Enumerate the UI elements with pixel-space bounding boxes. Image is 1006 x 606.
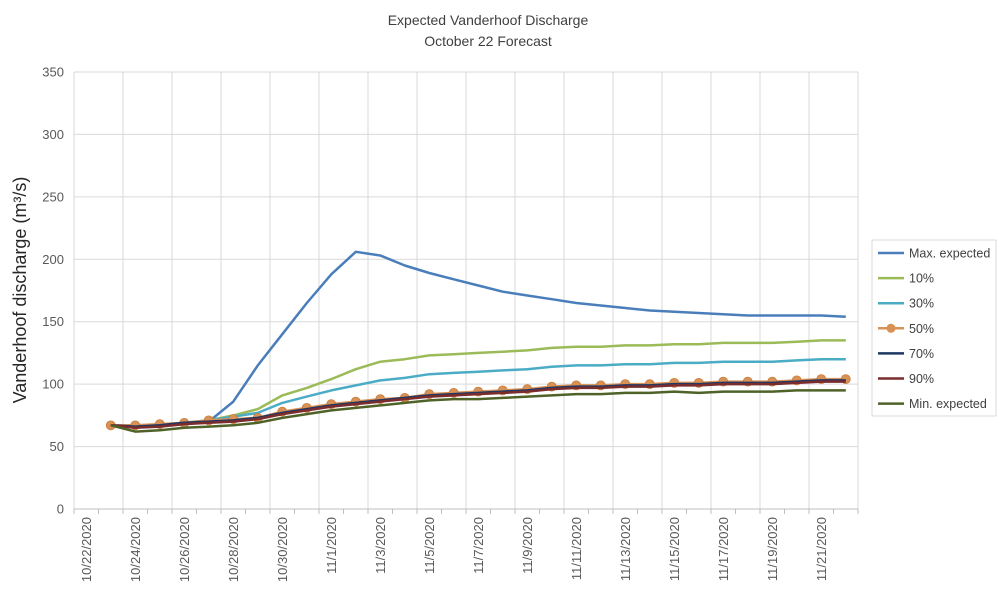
legend-label-max-expected: Max. expected xyxy=(909,247,990,261)
x-tick-label: 11/11/2020 xyxy=(569,517,584,580)
x-tick-label: 11/9/2020 xyxy=(520,517,535,574)
x-tick-label: 11/21/2020 xyxy=(814,517,829,581)
x-tick-label: 11/17/2020 xyxy=(716,517,731,581)
x-tick-label: 10/30/2020 xyxy=(275,517,290,582)
legend-marker-50 xyxy=(886,323,896,333)
legend-label-90: 90% xyxy=(909,372,934,386)
x-tick-label: 11/13/2020 xyxy=(618,517,633,581)
axes: 0 50 100 150 200 250 300 350 10/22/2020 10/24/202… xyxy=(42,65,859,582)
series-line-90 xyxy=(110,380,846,430)
y-tick-label: 200 xyxy=(42,252,64,267)
series-line-min-expected xyxy=(110,389,846,433)
legend-label-min-expected: Min. expected xyxy=(909,397,987,411)
y-tick-label: 300 xyxy=(42,127,64,142)
x-tick-label: 11/7/2020 xyxy=(471,517,486,574)
x-tick-label: 10/24/2020 xyxy=(128,517,143,582)
x-tick-label: 11/5/2020 xyxy=(422,517,437,574)
y-tick-label: 350 xyxy=(42,65,64,80)
y-tick-label: 250 xyxy=(42,189,64,204)
legend-label-50: 50% xyxy=(909,322,934,336)
legend-label-30: 30% xyxy=(909,297,934,311)
y-tick-label: 100 xyxy=(42,377,64,392)
series-line-max-expected xyxy=(110,250,846,428)
legend: Max. expected 10% 30% 50% 70% 90% Min. expecte… xyxy=(871,239,997,417)
y-tick-label: 0 xyxy=(57,502,64,517)
y-tick-label: 50 xyxy=(50,439,64,454)
x-tick-label: 11/15/2020 xyxy=(667,517,682,581)
y-tick-label: 150 xyxy=(42,314,64,329)
legend-label-70: 70% xyxy=(909,347,934,361)
x-tick-label: 11/1/2020 xyxy=(324,517,339,574)
x-tick-label: 10/22/2020 xyxy=(79,517,94,582)
x-tick-label: 11/3/2020 xyxy=(373,517,388,574)
legend-label-10: 10% xyxy=(909,272,934,286)
y-axis-title: Vanderhoof discharge (m³/s) xyxy=(10,177,30,404)
x-tick-label: 11/19/2020 xyxy=(765,517,780,581)
chart-title: Expected Vanderhoof Discharge xyxy=(388,12,589,28)
x-tick-label: 10/28/2020 xyxy=(226,517,241,582)
chart-subtitle: October 22 Forecast xyxy=(424,33,552,49)
x-tick-label: 10/26/2020 xyxy=(177,517,192,582)
series-lines xyxy=(105,250,851,433)
